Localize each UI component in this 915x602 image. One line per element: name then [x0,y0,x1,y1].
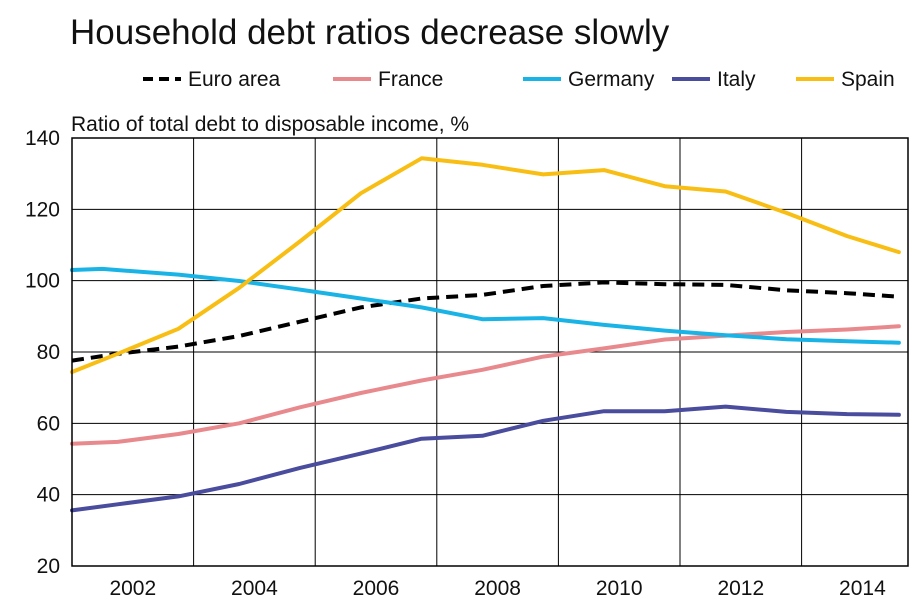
series-line-spain [70,156,901,374]
y-tick-label: 140 [25,127,60,150]
x-axis-ticks: 2002 2004 2006 2008 2010 2012 2014 [109,577,886,600]
x-tick-label: 2006 [353,577,400,600]
legend-label: Italy [717,68,756,91]
legend-label: Spain [841,68,895,91]
legend-label: France [378,68,443,91]
y-tick-label: 100 [25,270,60,293]
x-tick-label: 2012 [717,577,764,600]
series-lines [70,156,901,513]
y-tick-label: 80 [37,341,60,364]
y-tick-label: 20 [37,555,60,578]
chart-title: Household debt ratios decrease slowly [70,13,670,52]
x-tick-label: 2010 [596,577,643,600]
y-tick-label: 40 [37,484,60,507]
x-tick-label: 2002 [109,577,156,600]
y-axis-ticks: 20 40 60 80 100 120 140 [25,127,60,578]
legend-label: Germany [568,68,655,91]
legend: Euro area France Germany Italy Spain [143,68,895,91]
grid [71,138,908,566]
series-line-italy [70,404,901,513]
legend-label: Euro area [188,68,281,91]
x-tick-label: 2014 [839,577,886,600]
x-tick-label: 2008 [474,577,521,600]
plot-frame [71,137,909,567]
series-line-france [70,324,901,446]
series-line-euro-area [71,280,900,363]
y-tick-label: 120 [25,198,60,221]
x-tick-label: 2004 [231,577,278,600]
series-line-germany [70,266,901,345]
y-axis-label: Ratio of total debt to disposable income… [71,113,469,136]
y-tick-label: 60 [37,412,60,435]
